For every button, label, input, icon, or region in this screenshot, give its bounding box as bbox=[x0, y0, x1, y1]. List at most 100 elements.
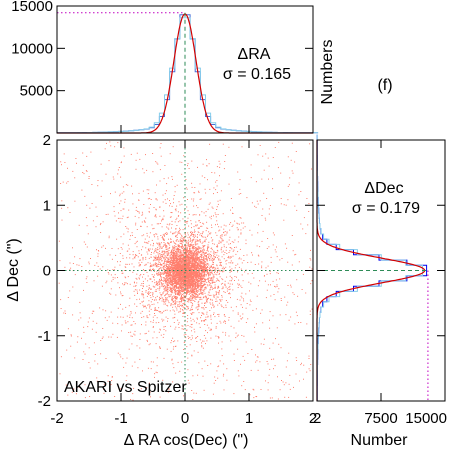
scatter-point bbox=[237, 287, 239, 288]
scatter-point bbox=[62, 181, 64, 183]
scatter-point bbox=[195, 241, 197, 243]
scatter-point bbox=[188, 283, 190, 285]
scatter-point bbox=[206, 266, 208, 267]
scatter-point bbox=[163, 178, 165, 180]
scatter-point bbox=[186, 258, 187, 260]
scatter-point bbox=[114, 396, 116, 397]
scatter-point bbox=[162, 277, 164, 278]
scatter-point bbox=[176, 296, 178, 298]
scatter-point bbox=[162, 283, 164, 285]
scatter-point bbox=[201, 345, 203, 347]
scatter-point bbox=[112, 276, 114, 278]
scatter-point bbox=[160, 242, 162, 244]
scatter-point bbox=[274, 365, 276, 367]
scatter-point bbox=[221, 256, 223, 258]
scatter-point bbox=[202, 260, 204, 261]
scatter-point bbox=[189, 254, 191, 256]
scatter-point bbox=[236, 276, 237, 278]
scatter-point bbox=[199, 282, 201, 284]
scatter-point bbox=[215, 214, 217, 216]
scatter-point bbox=[186, 263, 188, 265]
scatter-point bbox=[141, 294, 143, 296]
scatter-point bbox=[272, 232, 274, 234]
scatter-point bbox=[291, 264, 293, 266]
scatter-point bbox=[145, 258, 147, 260]
scatter-point bbox=[199, 273, 200, 275]
scatter-point bbox=[75, 393, 77, 395]
scatter-point bbox=[306, 323, 308, 325]
scatter-point bbox=[222, 250, 224, 252]
scatter-point bbox=[166, 276, 168, 278]
scatter-point bbox=[119, 221, 121, 223]
scatter-point bbox=[141, 249, 142, 251]
scatter-point bbox=[168, 250, 170, 251]
scatter-point bbox=[311, 280, 313, 282]
scatter-point bbox=[157, 259, 159, 260]
scatter-point bbox=[187, 292, 189, 293]
scatter-point bbox=[136, 152, 138, 154]
scatter-point bbox=[182, 253, 184, 255]
scatter-point bbox=[225, 249, 227, 251]
scatter-point bbox=[200, 265, 202, 267]
scatter-point bbox=[175, 284, 177, 286]
scatter-point bbox=[174, 313, 176, 315]
scatter-point bbox=[171, 252, 173, 254]
scatter-point bbox=[183, 290, 185, 292]
scatter-point bbox=[198, 252, 200, 254]
scatter-point bbox=[205, 296, 207, 298]
scatter-point bbox=[228, 239, 230, 241]
scatter-point bbox=[149, 305, 151, 307]
scatter-point bbox=[151, 266, 153, 267]
scatter-point bbox=[72, 263, 74, 264]
scatter-point bbox=[172, 273, 174, 274]
scatter-point bbox=[204, 255, 206, 257]
scatter-point bbox=[160, 155, 162, 157]
scatter-point bbox=[206, 264, 208, 266]
scatter-point bbox=[167, 247, 169, 249]
scatter-point bbox=[267, 238, 269, 239]
scatter-point bbox=[125, 277, 127, 279]
scatter-point bbox=[159, 253, 161, 254]
scatter-point bbox=[136, 291, 138, 293]
scatter-point bbox=[164, 279, 166, 281]
scatter-point bbox=[202, 233, 203, 235]
scatter-point bbox=[136, 255, 138, 256]
scatter-point bbox=[163, 288, 165, 290]
scatter-point bbox=[269, 273, 271, 275]
scatter-point bbox=[191, 293, 193, 295]
scatter-point bbox=[185, 278, 187, 280]
scatter-point bbox=[199, 274, 201, 275]
scatter-point bbox=[174, 270, 176, 272]
scatter-point bbox=[182, 328, 184, 330]
scatter-point bbox=[197, 278, 199, 280]
scatter-point bbox=[217, 291, 219, 293]
scatter-point bbox=[188, 264, 190, 266]
scatter-point bbox=[211, 307, 212, 309]
scatter-point bbox=[143, 306, 145, 308]
scatter-point bbox=[196, 258, 198, 260]
scatter-point bbox=[186, 287, 187, 289]
scatter-point bbox=[205, 283, 207, 285]
scatter-point bbox=[260, 312, 262, 314]
scatter-point bbox=[86, 276, 88, 278]
scatter-point bbox=[205, 286, 207, 288]
scatter-point bbox=[276, 272, 278, 274]
scatter-point bbox=[182, 260, 184, 262]
scatter-point bbox=[127, 276, 129, 278]
scatter-point bbox=[167, 293, 168, 295]
scatter-point bbox=[190, 292, 192, 294]
scatter-point bbox=[261, 267, 263, 269]
scatter-point bbox=[193, 267, 195, 269]
scatter-point bbox=[145, 324, 147, 326]
scatter-point bbox=[175, 255, 177, 256]
scatter-point bbox=[201, 315, 202, 316]
scatter-point bbox=[216, 249, 218, 251]
scatter-point bbox=[201, 342, 202, 344]
scatter-point bbox=[232, 212, 233, 214]
scatter-point bbox=[190, 292, 192, 294]
scatter-point bbox=[274, 147, 276, 148]
scatter-point bbox=[203, 280, 205, 282]
scatter-point bbox=[81, 337, 82, 339]
scatter-point bbox=[213, 314, 214, 315]
scatter-point bbox=[151, 224, 153, 226]
